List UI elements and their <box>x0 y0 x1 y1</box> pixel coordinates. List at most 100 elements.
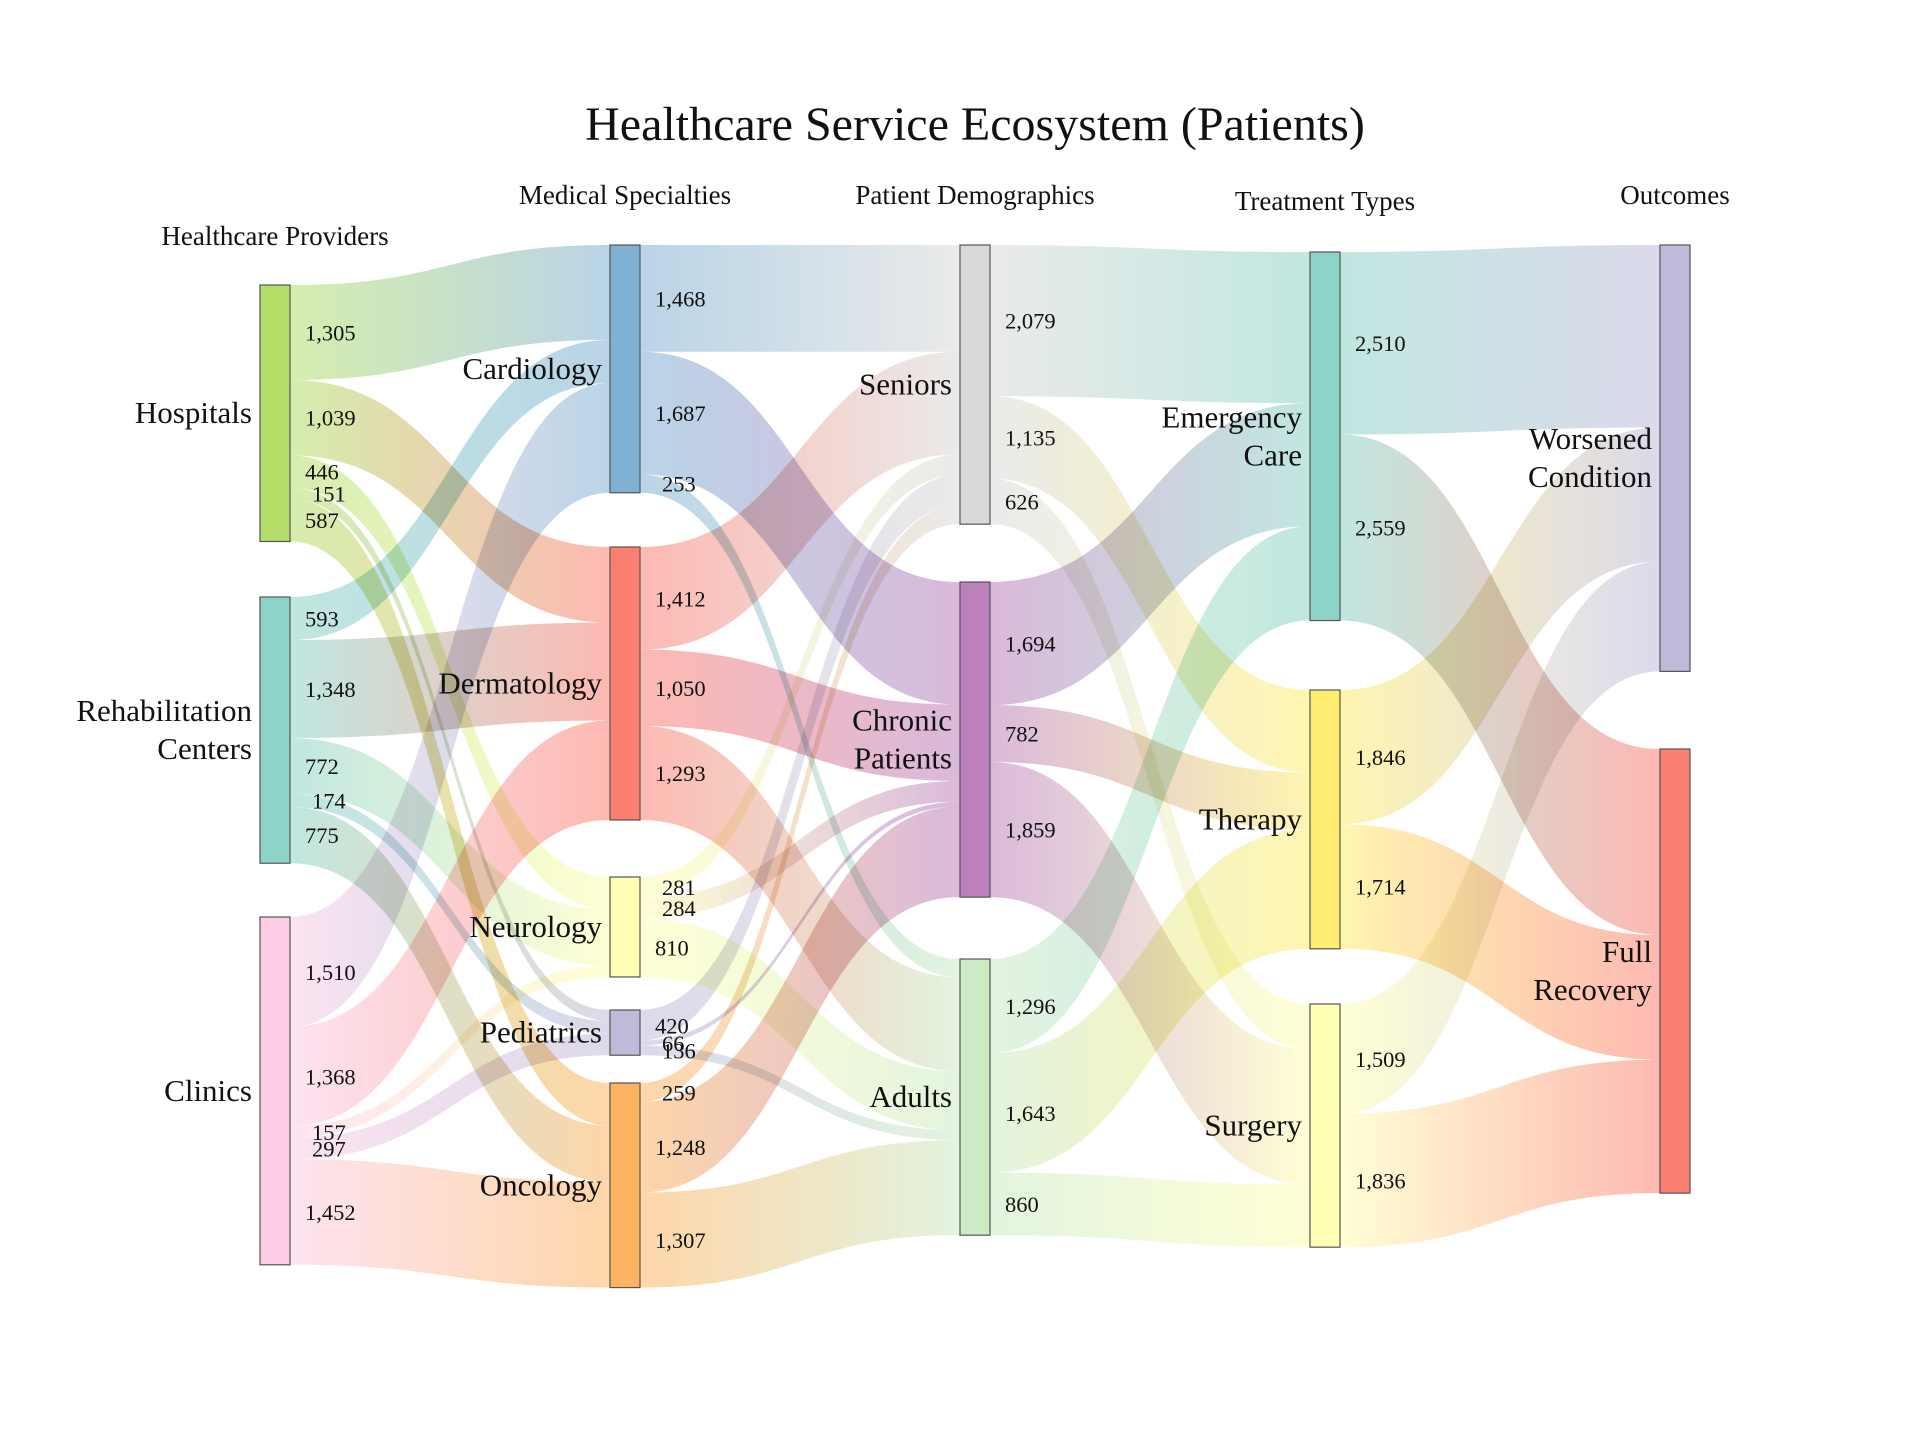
link-adults-to-emergency[interactable] <box>990 526 1310 1054</box>
link-hospitals-to-cardiology[interactable] <box>290 245 610 380</box>
link-surgery-to-worsened[interactable] <box>1340 561 1660 1114</box>
link-value-seniors-to-surgery: 626 <box>1005 489 1039 514</box>
node-pediatrics[interactable] <box>609 1009 641 1056</box>
node-rehab[interactable] <box>259 596 291 864</box>
link-value-therapy-to-recovery: 1,714 <box>1355 875 1406 900</box>
link-value-hospitals-to-dermatology: 1,039 <box>305 406 356 431</box>
link-value-emergency-to-worsened: 2,510 <box>1355 331 1406 356</box>
link-chronic-to-emergency[interactable] <box>990 403 1310 706</box>
link-value-chronic-to-surgery: 1,859 <box>1005 818 1056 843</box>
node-surgery[interactable] <box>1309 1003 1341 1248</box>
column-header-treatments: Treatment Types <box>1235 186 1415 216</box>
node-label-dermatology: Dermatology <box>438 665 602 700</box>
link-adults-to-therapy[interactable] <box>990 829 1310 1173</box>
link-seniors-to-emergency[interactable] <box>990 245 1310 404</box>
node-label-adults: Adults <box>869 1079 952 1114</box>
link-pediatrics-to-adults[interactable] <box>640 1045 960 1141</box>
link-value-emergency-to-recovery: 2,559 <box>1355 515 1406 540</box>
link-value-clinics-to-cardiology: 1,510 <box>305 960 356 985</box>
node-label-pediatrics: Pediatrics <box>480 1015 602 1050</box>
link-value-seniors-to-therapy: 1,135 <box>1005 425 1056 450</box>
node-worsened[interactable] <box>1659 244 1691 672</box>
link-value-dermatology-to-adults: 1,293 <box>655 761 706 786</box>
link-clinics-to-cardiology[interactable] <box>290 382 610 1027</box>
link-oncology-to-seniors[interactable] <box>640 505 960 1102</box>
node-label-cardiology: Cardiology <box>463 351 603 386</box>
link-value-adults-to-surgery: 860 <box>1005 1192 1039 1217</box>
node-oncology[interactable] <box>609 1082 641 1289</box>
link-rehab-to-cardiology[interactable] <box>290 339 610 641</box>
column-headers: Healthcare Providers Medical Specialties… <box>161 180 1729 251</box>
node-seniors[interactable] <box>959 244 991 525</box>
link-clinics-to-neurology[interactable] <box>290 965 610 1138</box>
link-surgery-to-recovery[interactable] <box>1340 1059 1660 1248</box>
nodes-layer <box>259 244 1691 1289</box>
link-clinics-to-dermatology[interactable] <box>290 720 610 1127</box>
link-value-rehab-to-pediatrics: 174 <box>312 789 346 814</box>
link-value-oncology-to-adults: 1,307 <box>655 1228 706 1253</box>
node-label-hospitals: Hospitals <box>135 395 252 430</box>
link-value-adults-to-emergency: 1,296 <box>1005 994 1056 1019</box>
node-label-therapy: Therapy <box>1199 801 1303 836</box>
link-clinics-to-oncology[interactable] <box>290 1159 610 1288</box>
link-value-neurology-to-seniors: 281 <box>662 875 696 900</box>
node-label-worsened: Worsened Condition <box>1528 421 1653 494</box>
link-cardiology-to-seniors[interactable] <box>640 245 960 352</box>
link-adults-to-surgery[interactable] <box>990 1172 1310 1248</box>
link-rehab-to-oncology[interactable] <box>290 806 610 1183</box>
link-value-dermatology-to-seniors: 1,412 <box>655 586 706 611</box>
link-pediatrics-to-seniors[interactable] <box>640 474 960 1041</box>
node-label-rehab: Rehabilitation Centers <box>76 693 252 766</box>
link-value-therapy-to-worsened: 1,846 <box>1355 745 1406 770</box>
node-therapy[interactable] <box>1309 689 1341 950</box>
node-clinics[interactable] <box>259 916 291 1266</box>
column-header-specialties: Medical Specialties <box>519 180 731 210</box>
node-chronic[interactable] <box>959 581 991 898</box>
link-value-clinics-to-oncology: 1,452 <box>305 1200 356 1225</box>
node-label-recovery: Full Recovery <box>1533 934 1652 1007</box>
link-therapy-to-recovery[interactable] <box>1340 824 1660 1060</box>
link-hospitals-to-oncology[interactable] <box>290 498 610 1126</box>
link-value-hospitals-to-neurology: 446 <box>305 460 339 485</box>
link-value-rehab-to-oncology: 775 <box>305 823 339 848</box>
link-neurology-to-seniors[interactable] <box>640 454 960 898</box>
node-label-chronic: Chronic Patients <box>852 703 952 776</box>
link-value-oncology-to-chronic: 1,248 <box>655 1135 706 1160</box>
link-oncology-to-chronic[interactable] <box>640 806 960 1193</box>
link-value-hospitals-to-pediatrics: 151 <box>312 481 346 506</box>
node-neurology[interactable] <box>609 876 641 978</box>
link-rehab-to-neurology[interactable] <box>290 738 610 966</box>
link-therapy-to-worsened[interactable] <box>1340 427 1660 825</box>
node-dermatology[interactable] <box>609 546 641 821</box>
node-hospitals[interactable] <box>259 284 291 543</box>
link-value-pediatrics-to-adults: 136 <box>662 1038 696 1063</box>
link-value-pediatrics-to-seniors: 420 <box>655 1013 689 1038</box>
node-emergency[interactable] <box>1309 251 1341 622</box>
link-emergency-to-worsened[interactable] <box>1340 245 1660 435</box>
link-value-clinics-to-dermatology: 1,368 <box>305 1065 356 1090</box>
link-value-seniors-to-emergency: 2,079 <box>1005 309 1056 334</box>
link-value-neurology-to-chronic: 284 <box>662 896 696 921</box>
link-dermatology-to-seniors[interactable] <box>640 351 960 650</box>
link-value-oncology-to-seniors: 259 <box>662 1080 696 1105</box>
chart-title: Healthcare Service Ecosystem (Patients) <box>585 98 1365 151</box>
link-pediatrics-to-chronic[interactable] <box>640 801 960 1046</box>
link-value-hospitals-to-oncology: 587 <box>305 508 339 533</box>
link-clinics-to-pediatrics[interactable] <box>290 1033 610 1160</box>
node-cardiology[interactable] <box>609 244 641 494</box>
link-dermatology-to-chronic[interactable] <box>640 649 960 781</box>
link-neurology-to-chronic[interactable] <box>640 780 960 919</box>
node-label-surgery: Surgery <box>1204 1108 1302 1143</box>
node-label-clinics: Clinics <box>164 1073 252 1108</box>
link-oncology-to-adults[interactable] <box>640 1140 960 1288</box>
link-value-cardiology-to-seniors: 1,468 <box>655 286 706 311</box>
link-value-clinics-to-pediatrics: 297 <box>312 1136 346 1161</box>
link-value-cardiology-to-chronic: 1,687 <box>655 401 706 426</box>
link-dermatology-to-adults[interactable] <box>640 725 960 1072</box>
node-labels-layer: Hospitals Rehabilitation Centers Clinics Car… <box>76 351 1652 1202</box>
node-recovery[interactable] <box>1659 748 1691 1194</box>
node-adults[interactable] <box>959 958 991 1236</box>
